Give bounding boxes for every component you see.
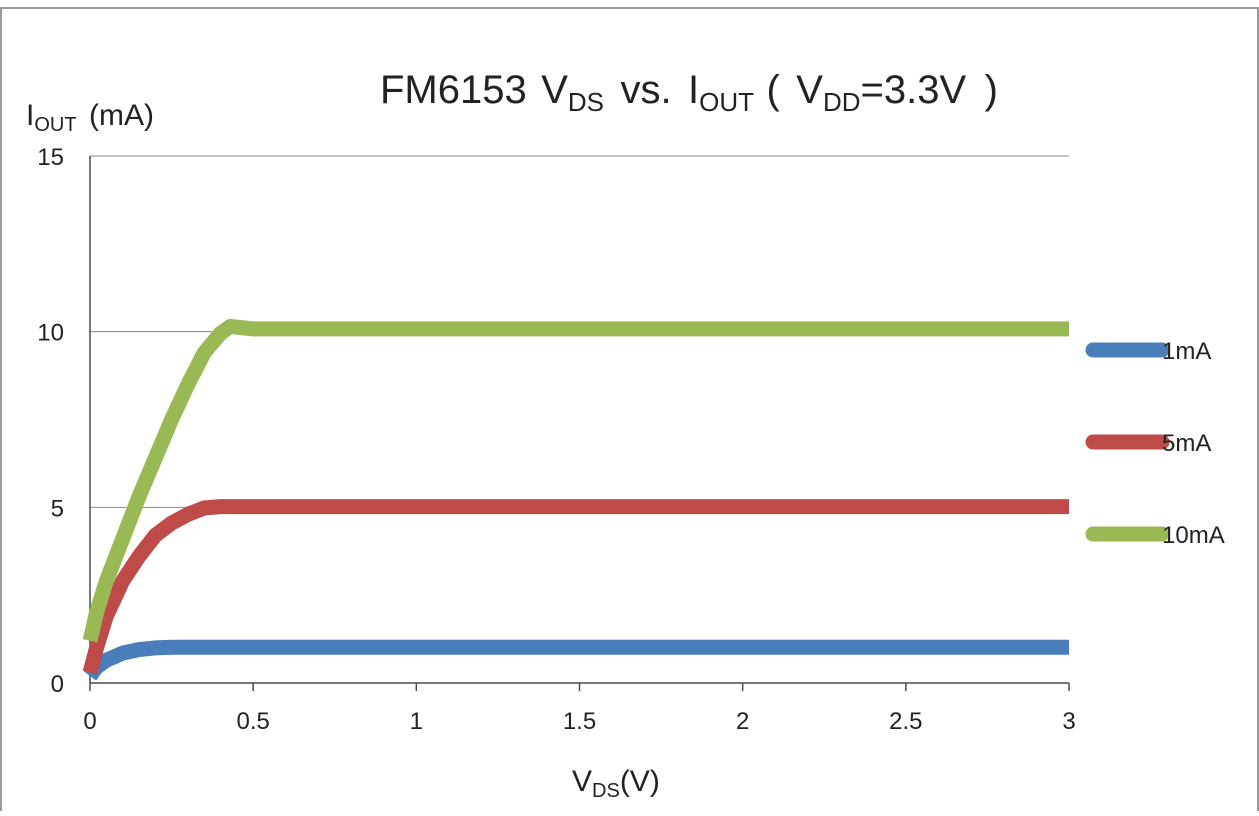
x-tick-label-4: 2 [736, 708, 749, 735]
y-axis-label: IOUT (mA) [26, 99, 154, 136]
x-tick-label-2: 1 [410, 708, 423, 735]
x-axis-label: VDS(V) [572, 765, 660, 802]
y-tick-label-1: 5 [51, 495, 64, 522]
legend-label-10mA: 10mA [1162, 522, 1225, 549]
series-line-10mA [82, 318, 1069, 643]
chart-title: FM6153 VDS vs. IOUT ( VDD=3.3V ) [380, 68, 998, 117]
legend-label-5mA: 5mA [1162, 430, 1211, 457]
chart-border [0, 7, 1259, 816]
axis-layer: 0 5 10 15 0 0.5 1 1.5 2 2.5 3 [37, 144, 1075, 735]
x-tick-label-3: 1.5 [563, 708, 596, 735]
legend: 1mA 5mA 10mA [1085, 338, 1225, 549]
series-line-5mA [82, 499, 1069, 675]
x-tick-label-5: 2.5 [889, 708, 922, 735]
x-tick-label-0: 0 [83, 708, 96, 735]
y-tick-label-3: 15 [37, 144, 64, 171]
series-line-1mA [83, 639, 1069, 681]
legend-label-1mA: 1mA [1162, 338, 1211, 365]
x-tick-label-1: 0.5 [236, 708, 269, 735]
x-tick-label-6: 3 [1062, 708, 1075, 735]
y-tick-label-2: 10 [37, 320, 64, 347]
y-tick-label-0: 0 [51, 671, 64, 698]
series-layer [82, 318, 1069, 681]
